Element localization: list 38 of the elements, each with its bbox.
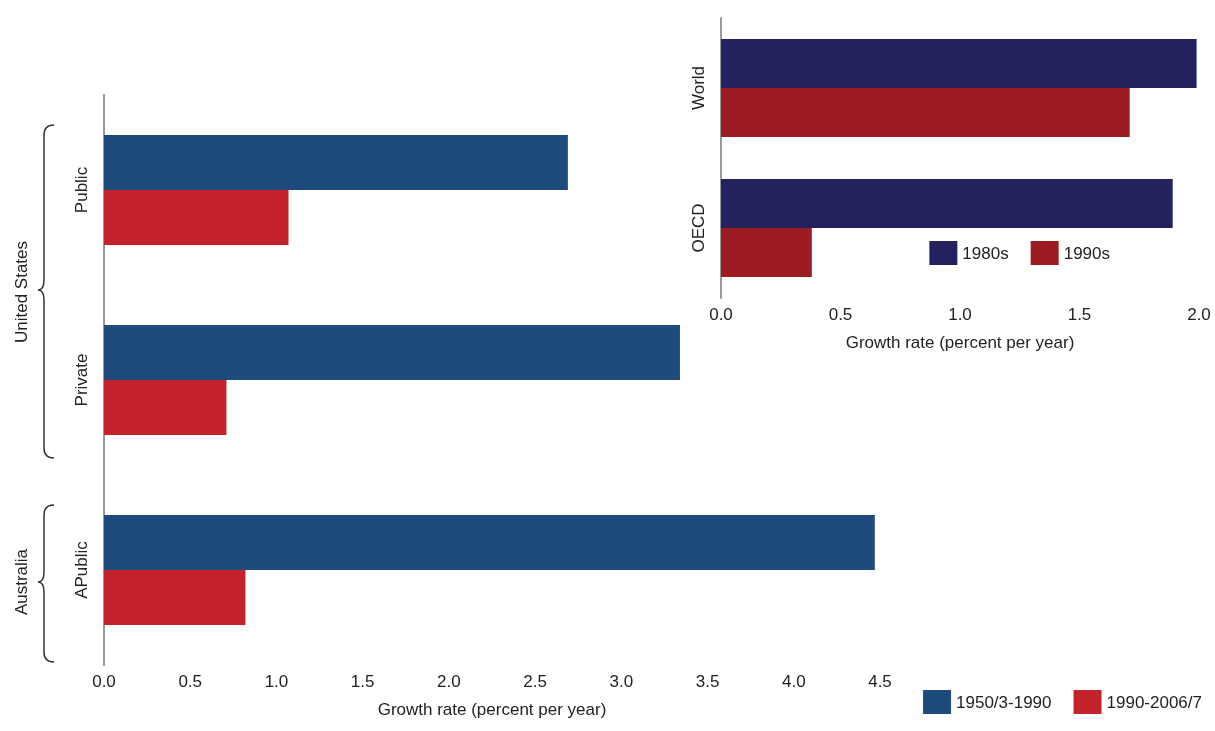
text: Australia	[12, 548, 32, 616]
bar	[104, 324, 680, 380]
x-axis-title: Growth rate (percent per year)	[377, 700, 607, 719]
x-axis-title: Growth rate (percent per year)	[845, 333, 1075, 352]
bar	[104, 380, 227, 436]
x-tick-label: 1.5	[350, 672, 375, 691]
x-tick-label: 0.0	[92, 672, 116, 691]
x-tick-label: 3.0	[609, 672, 634, 691]
bar	[104, 514, 875, 570]
x-tick-label: 1.0	[948, 305, 972, 324]
x-tick-label: 0.0	[709, 305, 733, 324]
y-tick-label: Private	[72, 353, 91, 407]
text: United States	[12, 240, 32, 344]
bar	[104, 570, 246, 626]
bar	[721, 88, 1130, 137]
x-tick-label: 4.5	[868, 672, 892, 691]
y-tick-label: Public	[72, 166, 91, 214]
y-tick-label: World	[689, 65, 708, 111]
legend-label: 1990-2006/7	[1106, 692, 1203, 712]
y-tick-label: APublic	[72, 540, 91, 599]
x-tick-label: 2.5	[523, 672, 547, 691]
x-tick-label: 3.5	[695, 672, 720, 691]
bar	[104, 134, 568, 190]
bar	[721, 179, 1173, 228]
legend-label: 1950/3-1990	[956, 692, 1052, 712]
legend-label: 1980s	[962, 243, 1009, 263]
x-tick-label: 2.0	[1187, 305, 1211, 324]
x-tick-label: 0.5	[828, 305, 853, 324]
bar	[721, 228, 812, 277]
x-tick-label: 4.0	[781, 672, 806, 691]
bar	[721, 39, 1197, 88]
x-tick-label: 1.5	[1067, 305, 1092, 324]
bar	[104, 190, 289, 246]
x-tick-label: 0.5	[178, 672, 203, 691]
x-tick-label: 1.0	[264, 672, 289, 691]
legend-label: 1990s	[1063, 243, 1111, 263]
y-tick-label: OECD	[689, 203, 708, 253]
x-tick-label: 2.0	[437, 672, 461, 691]
